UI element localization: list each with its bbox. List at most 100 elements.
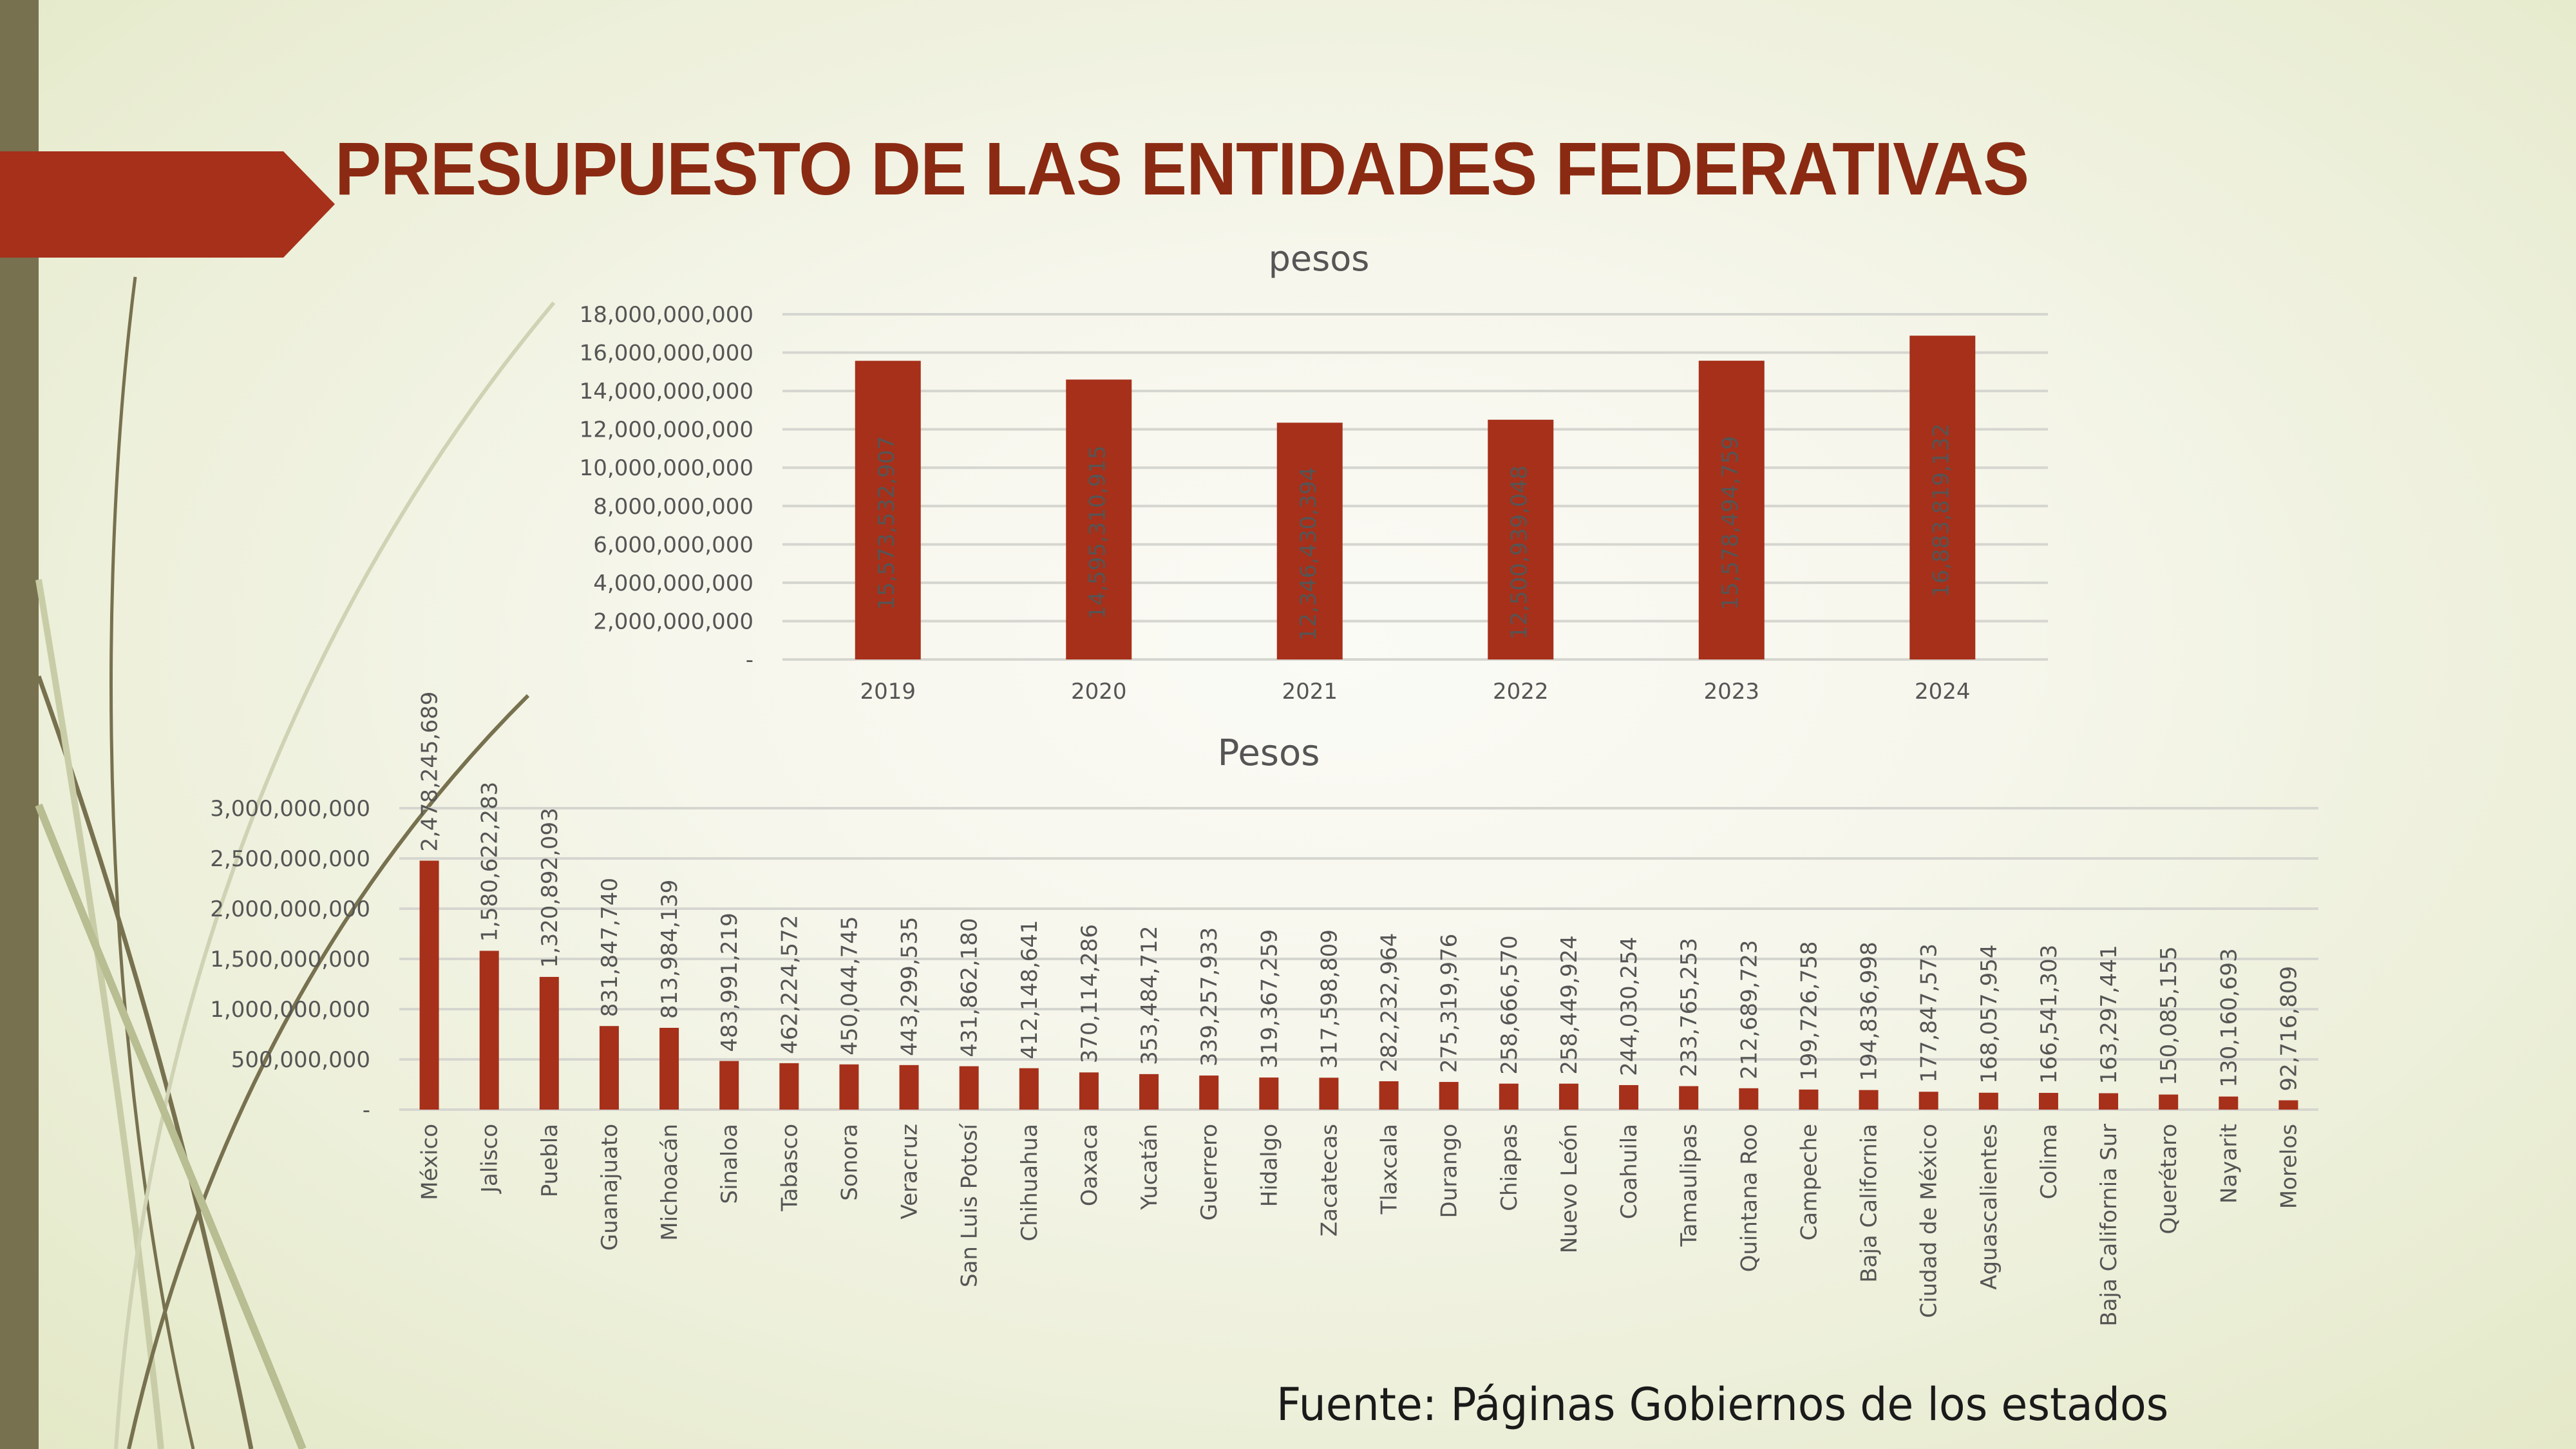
bar [419,860,439,1110]
data-label: 483,991,219 [717,913,743,1052]
bar [1019,1068,1039,1110]
x-category-label: 2022 [1493,679,1549,705]
x-category-label: Michoacán [657,1124,683,1241]
bar [1199,1075,1219,1110]
x-category-label: Querétaro [2156,1124,2182,1235]
bar [1259,1077,1279,1110]
bar [1319,1077,1339,1110]
y-tick-label: 18,000,000,000 [580,302,753,328]
data-label: 233,765,253 [1676,938,1702,1077]
bar [2159,1094,2179,1110]
data-label: 166,541,303 [2036,945,2062,1084]
data-label: 1,320,892,093 [537,808,563,968]
data-label: 339,257,933 [1197,927,1222,1066]
data-label: 244,030,254 [1616,937,1642,1076]
bar [1139,1074,1159,1110]
y-tick-label: 500,000,000 [231,1047,370,1073]
y-tick-label: 1,500,000,000 [210,947,370,972]
x-category-label: Tamaulipas [1676,1124,1702,1247]
x-category-label: Tabasco [777,1124,802,1212]
data-label: 163,297,441 [2096,945,2122,1084]
x-category-label: Tlaxcala [1377,1124,1403,1215]
data-label: 15,578,494,759 [1718,436,1743,610]
data-label: 1,580,622,283 [477,782,503,942]
bar [2099,1093,2119,1110]
bar [1499,1083,1519,1110]
bar [1739,1088,1759,1110]
x-category-label: Guanajuato [597,1124,623,1251]
bar [1799,1089,1819,1110]
data-label: 370,114,286 [1077,924,1103,1063]
bar [2219,1096,2239,1110]
x-category-label: Yucatán [1137,1124,1162,1211]
data-label: 319,367,259 [1256,929,1282,1068]
data-label: 317,598,809 [1316,929,1342,1068]
title-flag-shape [0,151,335,258]
x-category-label: Quintana Roo [1736,1124,1762,1272]
y-tick-label: 1,000,000,000 [210,997,370,1023]
bar [1698,361,1765,659]
x-category-label: Ciudad de México [1917,1124,1942,1318]
bar [1909,336,1976,659]
x-category-label: San Luis Potosí [957,1122,983,1287]
chart-title: Pesos [1218,732,1320,774]
bar [2278,1100,2298,1110]
bar [719,1061,739,1110]
y-tick-label: 6,000,000,000 [593,532,753,558]
x-category-label: Zacatecas [1316,1124,1342,1236]
data-label: 450,044,745 [837,916,862,1055]
data-label: 92,716,809 [2276,966,2302,1092]
bar [1379,1081,1399,1110]
bar [855,361,921,659]
x-category-label: Sinaloa [717,1124,743,1204]
x-category-label: Morelos [2276,1124,2302,1209]
data-label: 282,232,964 [1377,933,1403,1072]
data-label: 15,573,532,907 [874,436,900,610]
bar [1679,1086,1699,1110]
bar [779,1063,799,1110]
y-tick-label: - [363,1097,370,1123]
x-category-label: Hidalgo [1256,1124,1282,1207]
x-category-label: Guerrero [1197,1124,1222,1220]
bar [1619,1084,1639,1110]
x-category-label: 2020 [1071,679,1127,705]
x-category-label: Veracruz [897,1124,923,1219]
data-label: 12,500,939,048 [1507,466,1533,639]
y-tick-label: 3,000,000,000 [210,796,370,822]
data-label: 14,595,310,915 [1085,446,1111,620]
bar [899,1065,919,1110]
data-label: 412,148,641 [1017,920,1043,1059]
source-note: Fuente: Páginas Gobiernos de los estados [1276,1378,2169,1431]
data-label: 258,666,570 [1497,935,1522,1074]
x-category-label: Puebla [537,1124,563,1197]
data-label: 443,299,535 [897,917,923,1056]
x-category-label: México [417,1124,443,1200]
x-category-label: Sonora [837,1124,862,1201]
bar [1276,422,1343,659]
data-label: 130,160,693 [2216,948,2242,1087]
x-category-label: Jalisco [477,1124,503,1194]
data-label: 462,224,572 [777,915,802,1054]
x-category-label: Coahuila [1616,1124,1642,1219]
x-category-label: Chiapas [1497,1124,1522,1211]
data-label: 150,085,155 [2156,946,2182,1085]
bar [839,1064,859,1110]
data-label: 212,689,723 [1736,940,1762,1079]
x-category-label: Baja California Sur [2096,1124,2122,1327]
data-label: 258,449,924 [1557,935,1582,1074]
x-category-label: Baja California [1857,1124,1882,1283]
x-category-label: Chihuahua [1017,1124,1043,1242]
x-category-label: Nayarit [2216,1124,2242,1204]
bar [1066,379,1132,659]
bar [1558,1083,1578,1110]
x-category-label: 2023 [1703,679,1759,705]
x-category-label: Campeche [1796,1124,1822,1240]
bar [539,976,559,1110]
bar [1488,419,1554,659]
bar [599,1026,619,1110]
data-label: 168,057,954 [1976,944,2002,1083]
x-category-label: 2021 [1282,679,1338,705]
y-tick-label: 2,500,000,000 [210,846,370,872]
slide-title: PRESUPUESTO DE LAS ENTIDADES FEDERATIVAS [335,127,2029,211]
